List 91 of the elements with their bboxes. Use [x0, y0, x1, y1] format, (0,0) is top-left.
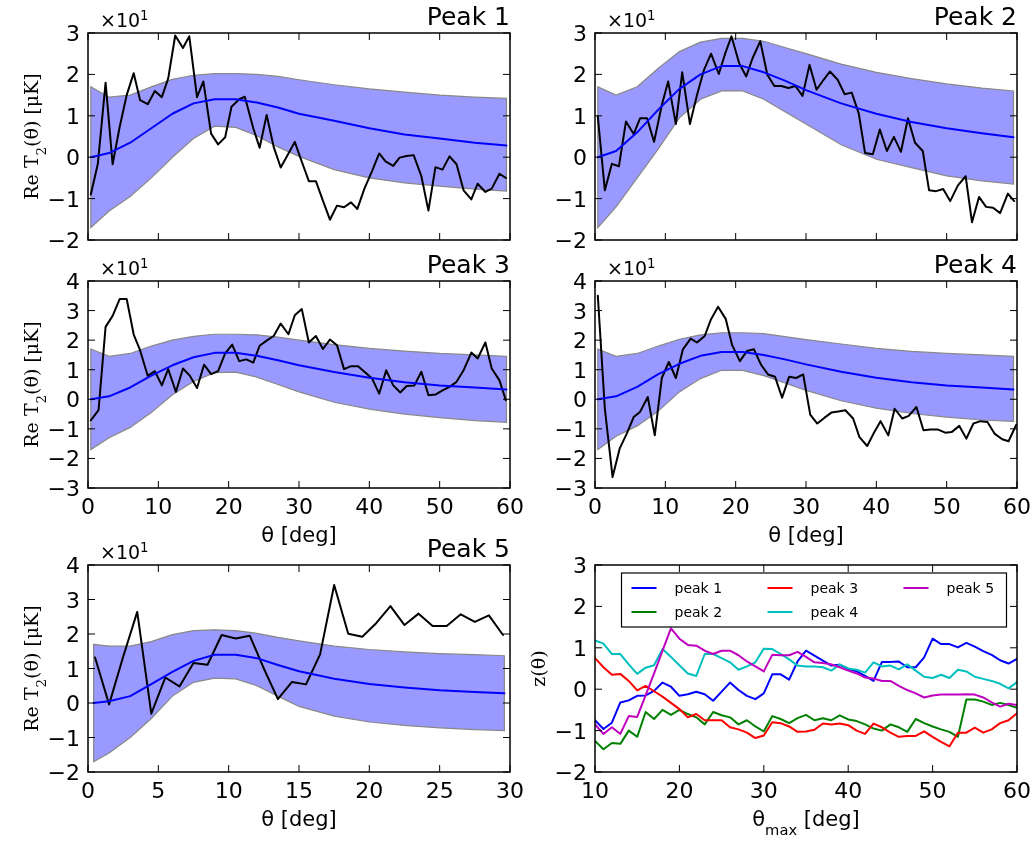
x-tick-label: 40 — [355, 494, 384, 519]
x-tick-label: 5 — [151, 778, 166, 803]
y-tick-label: 1 — [573, 635, 587, 661]
y-tick-label: 0 — [66, 387, 80, 413]
chart-title: Peak 3 — [426, 250, 510, 279]
y-axis-title: z(θ) — [527, 650, 549, 687]
x-tick-label: 30 — [792, 494, 820, 519]
y-tick-label: 0 — [573, 677, 587, 703]
x-tick-label: 30 — [285, 494, 313, 519]
x-axis-title: θ [deg] — [261, 807, 337, 831]
legend-label: peak 3 — [810, 580, 859, 596]
y-tick-label: 4 — [66, 553, 80, 578]
text: ×10$^{1}$ — [100, 255, 149, 279]
x-tick-label: 20 — [665, 778, 694, 803]
legend-label: peak 2 — [674, 604, 723, 620]
line-series — [596, 65, 1015, 159]
y-tick-label: 4 — [573, 269, 587, 294]
y-tick-label: 1 — [573, 103, 587, 129]
y-tick-label: −2 — [554, 228, 587, 253]
x-tick-label: 10 — [144, 494, 173, 519]
y-tick-label: 3 — [573, 298, 587, 324]
text: ×10$^{1}$ — [100, 539, 149, 563]
line-series — [89, 98, 508, 159]
y-tick-label: −3 — [554, 476, 587, 501]
y-tick-label: 3 — [66, 587, 80, 613]
line-series — [595, 657, 1017, 748]
y-tick-label: 3 — [573, 553, 587, 578]
x-tick-label: 25 — [425, 778, 454, 803]
y-tick-label: −2 — [47, 760, 80, 785]
x-tick-label: 50 — [932, 494, 961, 519]
y-tick-label: −1 — [47, 186, 80, 212]
x-tick-label: 30 — [496, 778, 524, 803]
legend-label: peak 1 — [674, 580, 723, 596]
x-tick-label: 60 — [1003, 778, 1031, 803]
x-tick-label: 10 — [214, 778, 243, 803]
y-tick-label: 2 — [66, 622, 80, 647]
y-tick-label: 0 — [573, 387, 587, 413]
y-tick-label: −1 — [47, 416, 80, 442]
y-tick-label: 0 — [66, 691, 80, 716]
line-series — [595, 639, 1017, 690]
chart-title: Peak 5 — [426, 534, 510, 563]
x-axis-title: θ$_{max}$ [deg] — [752, 807, 860, 838]
y-tick-label: 0 — [66, 145, 80, 171]
y-tick-label: 0 — [573, 145, 587, 171]
x-tick-label: 30 — [749, 778, 778, 803]
y-tick-label: 3 — [66, 298, 80, 324]
x-tick-label: 20 — [355, 778, 384, 803]
line-series — [596, 350, 1015, 401]
x-tick-label: 60 — [1003, 494, 1031, 519]
x-tick-label: 20 — [721, 494, 750, 519]
y-tick-label: 2 — [573, 594, 587, 620]
y-tick-label: −1 — [554, 718, 587, 744]
chart-title: Peak 1 — [426, 2, 510, 31]
x-tick-label: 50 — [425, 494, 454, 519]
y-tick-label: −1 — [554, 416, 587, 442]
x-tick-label: 50 — [918, 778, 947, 803]
y-tick-label: 3 — [66, 21, 80, 46]
y-tick-label: −2 — [554, 446, 587, 472]
y-tick-label: −1 — [47, 725, 80, 751]
text: ×10$^{1}$ — [607, 7, 656, 31]
y-tick-label: 3 — [573, 21, 587, 46]
y-tick-label: −2 — [47, 446, 80, 472]
x-tick-label: 40 — [834, 778, 863, 803]
legend-label: peak 4 — [810, 604, 859, 620]
text: ×10$^{1}$ — [607, 255, 656, 279]
x-tick-label: 60 — [496, 494, 524, 519]
x-tick-label: 10 — [651, 494, 680, 519]
y-tick-label: 2 — [573, 328, 587, 354]
line-series — [92, 653, 506, 704]
y-tick-label: −2 — [47, 228, 80, 253]
y-tick-label: 1 — [66, 656, 80, 682]
y-tick-label: 2 — [66, 62, 80, 88]
y-tick-label: 1 — [573, 357, 587, 383]
chart-title: Peak 4 — [933, 250, 1017, 279]
x-tick-label: 40 — [862, 494, 891, 519]
legend-label: peak 5 — [946, 580, 995, 596]
y-tick-label: 4 — [66, 269, 80, 294]
y-tick-label: 1 — [66, 357, 80, 383]
y-tick-label: −3 — [47, 476, 80, 501]
text: ×10$^{1}$ — [100, 7, 149, 31]
y-tick-label: 2 — [573, 62, 587, 88]
y-tick-label: 2 — [66, 328, 80, 354]
line-series — [89, 351, 508, 401]
y-tick-label: 1 — [66, 103, 80, 129]
x-tick-label: 15 — [285, 778, 313, 803]
y-tick-label: −1 — [554, 186, 587, 212]
x-tick-label: 20 — [214, 494, 243, 519]
x-axis-title: θ [deg] — [768, 523, 844, 547]
x-axis-title: θ [deg] — [261, 523, 337, 547]
line-series — [595, 698, 1017, 751]
chart-title: Peak 2 — [933, 2, 1017, 31]
